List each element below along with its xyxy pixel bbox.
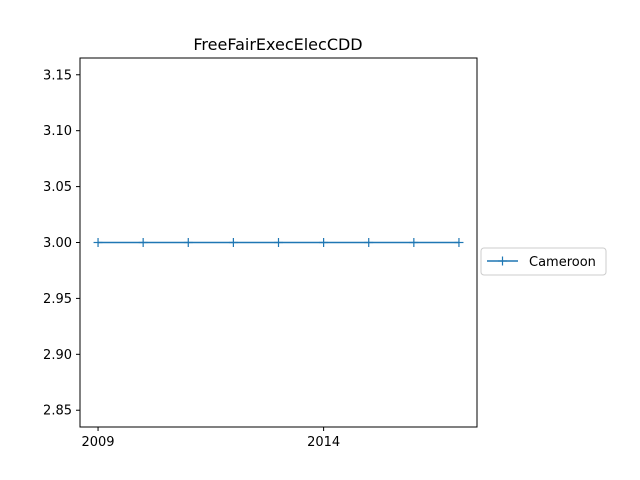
y-tick-label: 2.85	[43, 404, 72, 419]
y-tick-label: 3.00	[43, 236, 72, 251]
data-point	[228, 238, 238, 247]
data-point	[319, 238, 329, 247]
data-point	[454, 238, 464, 247]
y-axis: 2.85 2.90 2.95 3.00 3.05 3.10 3.15	[43, 68, 80, 419]
y-tick-label: 3.15	[43, 68, 72, 83]
data-point	[409, 238, 419, 247]
y-tick-label: 2.95	[43, 292, 72, 307]
data-point	[183, 238, 193, 247]
x-axis: 2009 2014	[81, 427, 340, 450]
x-tick-label: 2014	[307, 435, 340, 450]
legend-box	[480, 247, 607, 276]
plot-series	[93, 238, 464, 247]
y-tick-label: 2.90	[43, 348, 72, 363]
y-tick-label: 3.05	[43, 180, 72, 195]
x-tick-label: 2009	[81, 435, 114, 450]
data-point	[93, 238, 103, 247]
y-tick-label: 3.10	[43, 124, 72, 139]
data-point	[274, 238, 283, 247]
legend: Cameroon	[480, 247, 607, 276]
legend-label: Cameroon	[529, 255, 596, 270]
chart-title: FreeFairExecElecCDD	[193, 35, 362, 54]
data-point	[364, 238, 374, 247]
data-point	[138, 238, 148, 247]
plot-frame	[79, 57, 478, 428]
